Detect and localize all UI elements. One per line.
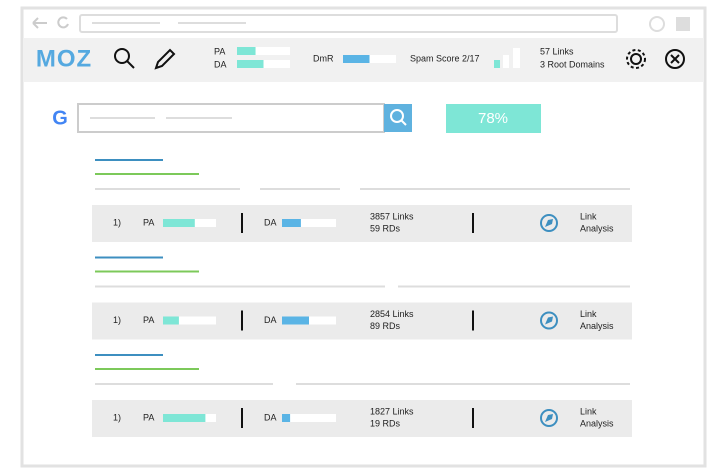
root-domains: 3 Root Domains bbox=[540, 59, 605, 69]
rds: 59 RDs bbox=[370, 223, 401, 233]
links: 3857 Links bbox=[370, 211, 414, 221]
meter-track bbox=[282, 414, 336, 422]
links: 57 Links bbox=[540, 46, 574, 56]
compass-needle bbox=[545, 414, 553, 422]
pa-label: PA bbox=[143, 217, 154, 227]
meter-fill bbox=[282, 219, 301, 227]
dmr-label: DmR bbox=[313, 53, 334, 63]
spam-bars bbox=[494, 48, 520, 68]
meter-fill bbox=[163, 316, 179, 325]
close-icon[interactable] bbox=[665, 49, 685, 69]
browser-chrome bbox=[32, 14, 690, 33]
meter-fill bbox=[282, 316, 309, 325]
rank: 1) bbox=[113, 412, 121, 422]
link-analysis[interactable]: Analysis bbox=[580, 223, 614, 233]
meter-track bbox=[282, 219, 336, 227]
da-label: DA bbox=[264, 412, 277, 422]
back-button[interactable] bbox=[32, 17, 47, 29]
rds: 89 RDs bbox=[370, 321, 401, 331]
score: 78% bbox=[478, 110, 508, 127]
meter-fill bbox=[343, 55, 370, 63]
window-button[interactable] bbox=[649, 16, 665, 32]
compass-needle bbox=[545, 316, 553, 325]
rank: 1) bbox=[113, 217, 121, 227]
rds: 19 RDs bbox=[370, 418, 401, 428]
google-logo: G bbox=[52, 107, 68, 129]
link-analysis[interactable]: Link bbox=[580, 309, 597, 319]
window-button[interactable] bbox=[676, 17, 690, 31]
compass-icon[interactable] bbox=[540, 409, 558, 427]
pa-label: PA bbox=[143, 315, 154, 325]
link-analysis[interactable]: Link bbox=[580, 406, 597, 416]
meter-fill bbox=[237, 47, 256, 55]
meter-track bbox=[237, 47, 290, 55]
links: 2854 Links bbox=[370, 309, 414, 319]
meter-fill bbox=[163, 219, 195, 227]
compass-needle bbox=[545, 219, 553, 227]
pencil-icon[interactable] bbox=[154, 48, 176, 70]
moz-logo: MOZ bbox=[36, 45, 92, 72]
da-label: DA bbox=[264, 315, 277, 325]
meter-track bbox=[163, 316, 216, 325]
link-analysis[interactable]: Analysis bbox=[580, 418, 614, 428]
svg-text:G: G bbox=[52, 107, 68, 129]
meter-fill bbox=[237, 60, 264, 68]
compass-icon[interactable] bbox=[540, 311, 558, 330]
pa-label: PA bbox=[214, 46, 225, 56]
search-icon[interactable] bbox=[114, 48, 135, 69]
address-bar[interactable] bbox=[79, 14, 618, 33]
da-label: DA bbox=[214, 59, 227, 69]
search-button[interactable] bbox=[384, 104, 412, 132]
link-analysis[interactable]: Link bbox=[580, 211, 597, 221]
meter-fill bbox=[163, 414, 206, 422]
da-label: DA bbox=[264, 217, 277, 227]
links: 1827 Links bbox=[370, 406, 414, 416]
compass-icon[interactable] bbox=[540, 214, 558, 232]
score-box bbox=[446, 104, 541, 133]
reload-button[interactable] bbox=[57, 16, 69, 29]
rank: 1) bbox=[113, 315, 121, 325]
settings-icon[interactable] bbox=[626, 49, 646, 69]
pa-label: PA bbox=[143, 412, 154, 422]
spam-score: Spam Score 2/17 bbox=[410, 53, 480, 63]
meter-fill bbox=[282, 414, 291, 422]
link-analysis[interactable]: Analysis bbox=[580, 321, 614, 331]
